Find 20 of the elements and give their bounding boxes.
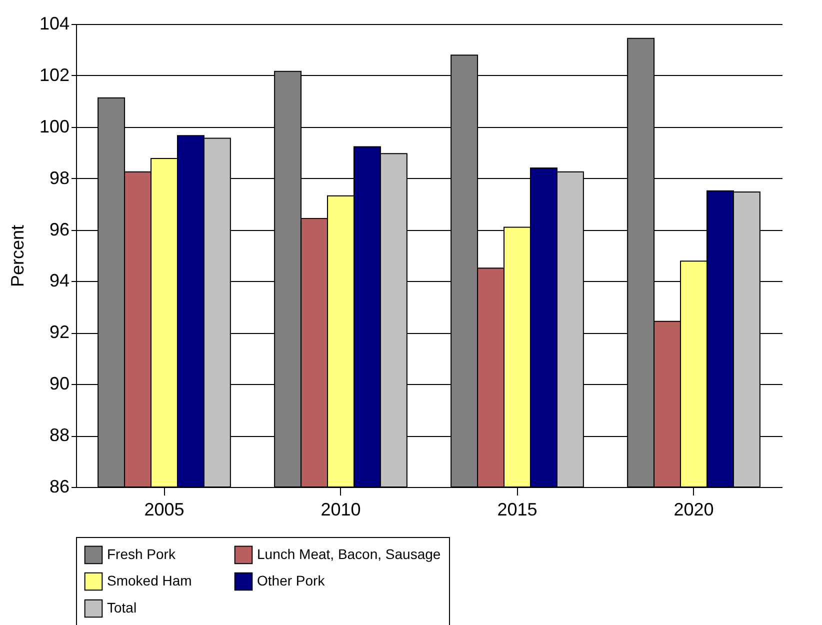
y-axis-title: Percent — [7, 224, 28, 288]
x-tick-label: 2005 — [144, 500, 184, 520]
y-tick-label: 94 — [49, 270, 70, 291]
x-tick-label: 2020 — [674, 500, 714, 520]
y-tick-label: 98 — [49, 168, 70, 188]
legend-label: Fresh Pork — [107, 546, 176, 562]
y-tick-label: 86 — [49, 476, 70, 496]
legend-label: Total — [107, 600, 137, 616]
legend-label: Other Pork — [257, 572, 326, 588]
y-tick-label: 90 — [49, 374, 70, 394]
legend-label: Smoked Ham — [107, 572, 192, 588]
x-tick-label: 2015 — [497, 500, 538, 520]
x-tick-label: 2010 — [320, 500, 361, 520]
y-tick-label: 88 — [49, 425, 70, 446]
y-tick-label: 96 — [49, 219, 70, 240]
y-tick-label: 102 — [39, 64, 70, 85]
y-tick-label: 104 — [39, 14, 70, 34]
y-tick-label: 92 — [49, 322, 70, 342]
legend-label: Lunch Meat, Bacon, Sausage — [257, 546, 441, 562]
y-tick-label: 100 — [39, 116, 70, 136]
